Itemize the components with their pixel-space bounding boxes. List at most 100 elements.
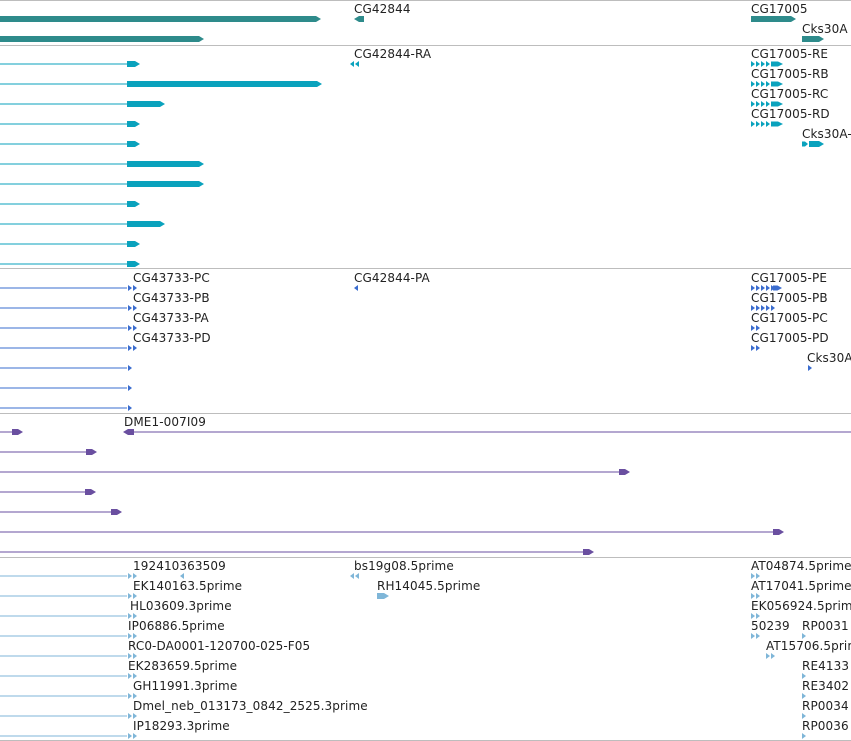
clone-feature[interactable] (583, 549, 594, 555)
est-feature[interactable] (133, 693, 137, 699)
gene-feature[interactable] (802, 36, 824, 42)
est-feature[interactable] (751, 573, 755, 579)
est-feature[interactable] (133, 653, 137, 659)
transcript-feature[interactable] (766, 101, 770, 107)
protein-feature[interactable] (756, 345, 760, 351)
est-label[interactable]: AT17041.5prime (751, 579, 851, 593)
est-feature[interactable] (751, 613, 755, 619)
transcript-feature[interactable] (756, 81, 760, 87)
est-feature[interactable] (751, 593, 755, 599)
transcript-feature[interactable] (127, 241, 140, 247)
transcript-feature[interactable] (127, 261, 140, 267)
transcript-feature[interactable] (771, 61, 783, 67)
est-feature[interactable] (756, 633, 760, 639)
clone-label-dme1-007i09[interactable]: DME1-007I09 (124, 415, 206, 429)
transcript-feature[interactable] (127, 161, 204, 167)
gene-label-cks30a[interactable]: Cks30A (802, 22, 848, 36)
est-label[interactable]: bs19g08.5prime (354, 559, 454, 573)
transcript-feature[interactable] (761, 61, 765, 67)
clone-feature[interactable] (86, 449, 97, 455)
protein-label-cg17005-pd[interactable]: CG17005-PD (751, 331, 829, 345)
transcript-label-cg17005-re[interactable]: CG17005-RE (751, 47, 829, 61)
protein-label-cg43733-pd[interactable]: CG43733-PD (133, 331, 211, 345)
transcript-feature[interactable] (127, 141, 140, 147)
protein-label-cg42844-pa[interactable]: CG42844-PA (354, 271, 430, 285)
est-feature[interactable] (756, 573, 760, 579)
transcript-feature[interactable] (756, 101, 760, 107)
transcript-label-cg17005-rd[interactable]: CG17005-RD (751, 107, 830, 121)
transcript-feature[interactable] (761, 81, 765, 87)
est-feature[interactable] (180, 573, 184, 579)
est-label[interactable]: Dmel_neb_013173_0842_2525.3prime (133, 699, 368, 713)
protein-feature[interactable] (761, 285, 765, 291)
protein-label-cg43733-pa[interactable]: CG43733-PA (133, 311, 209, 325)
transcript-feature[interactable] (127, 201, 140, 207)
est-label[interactable]: AT15706.5prime (766, 639, 851, 653)
transcript-feature[interactable] (809, 141, 824, 147)
transcript-label-cks30a[interactable]: Cks30A- (802, 127, 851, 141)
protein-feature[interactable] (766, 305, 770, 311)
protein-feature[interactable] (761, 305, 765, 311)
protein-feature[interactable] (751, 285, 755, 291)
est-feature[interactable] (771, 653, 775, 659)
est-label[interactable]: IP18293.3prime (133, 719, 230, 733)
est-feature[interactable] (128, 693, 132, 699)
transcript-feature[interactable] (756, 61, 760, 67)
est-feature[interactable] (756, 593, 760, 599)
protein-feature[interactable] (773, 285, 782, 291)
est-label[interactable]: RE3402 (802, 679, 850, 693)
protein-feature[interactable] (766, 285, 770, 291)
protein-label-cg43733-pc[interactable]: CG43733-PC (133, 271, 210, 285)
est-feature[interactable] (133, 573, 137, 579)
est-feature[interactable] (128, 673, 132, 679)
protein-feature[interactable] (128, 385, 132, 391)
clone-feature[interactable] (619, 469, 630, 475)
est-feature[interactable] (766, 653, 770, 659)
est-feature[interactable] (133, 633, 137, 639)
protein-feature[interactable] (751, 305, 755, 311)
protein-feature[interactable] (128, 305, 132, 311)
transcript-feature[interactable] (127, 101, 165, 107)
transcript-feature[interactable] (771, 81, 783, 87)
est-label[interactable]: RP0031 (802, 619, 849, 633)
protein-feature[interactable] (808, 365, 812, 371)
protein-feature[interactable] (133, 325, 137, 331)
est-feature[interactable] (128, 713, 132, 719)
protein-feature[interactable] (133, 345, 137, 351)
est-label[interactable]: GH11991.3prime (133, 679, 238, 693)
protein-feature[interactable] (128, 365, 132, 371)
gene-feature[interactable] (0, 16, 321, 22)
protein-label-cg17005-pe[interactable]: CG17005-PE (751, 271, 827, 285)
protein-feature[interactable] (756, 305, 760, 311)
protein-feature[interactable] (751, 325, 755, 331)
transcript-feature[interactable] (355, 61, 359, 67)
gene-label-cg17005[interactable]: CG17005 (751, 2, 808, 16)
est-feature[interactable] (377, 593, 389, 599)
est-label[interactable]: RH14045.5prime (377, 579, 481, 593)
protein-feature[interactable] (128, 285, 132, 291)
est-feature[interactable] (133, 733, 137, 739)
est-label[interactable]: HL03609.3prime (130, 599, 232, 613)
transcript-feature[interactable] (756, 121, 760, 127)
est-label[interactable]: RP0036 (802, 719, 849, 733)
clone-feature[interactable] (85, 489, 96, 495)
protein-feature[interactable] (128, 345, 132, 351)
est-label[interactable]: 50239 (751, 619, 790, 633)
est-feature[interactable] (802, 693, 806, 699)
est-label[interactable]: IP06886.5prime (128, 619, 225, 633)
est-feature[interactable] (128, 613, 132, 619)
transcript-feature[interactable] (766, 81, 770, 87)
est-feature[interactable] (751, 633, 755, 639)
est-feature[interactable] (133, 673, 137, 679)
transcript-feature[interactable] (771, 101, 783, 107)
clone-feature[interactable] (773, 529, 784, 535)
protein-feature[interactable] (756, 285, 760, 291)
protein-feature[interactable] (354, 285, 358, 291)
transcript-feature[interactable] (127, 81, 322, 87)
est-feature[interactable] (350, 573, 354, 579)
est-feature[interactable] (128, 633, 132, 639)
est-label[interactable]: EK140163.5prime (133, 579, 243, 593)
protein-feature[interactable] (756, 325, 760, 331)
protein-label-cg43733-pb[interactable]: CG43733-PB (133, 291, 210, 305)
